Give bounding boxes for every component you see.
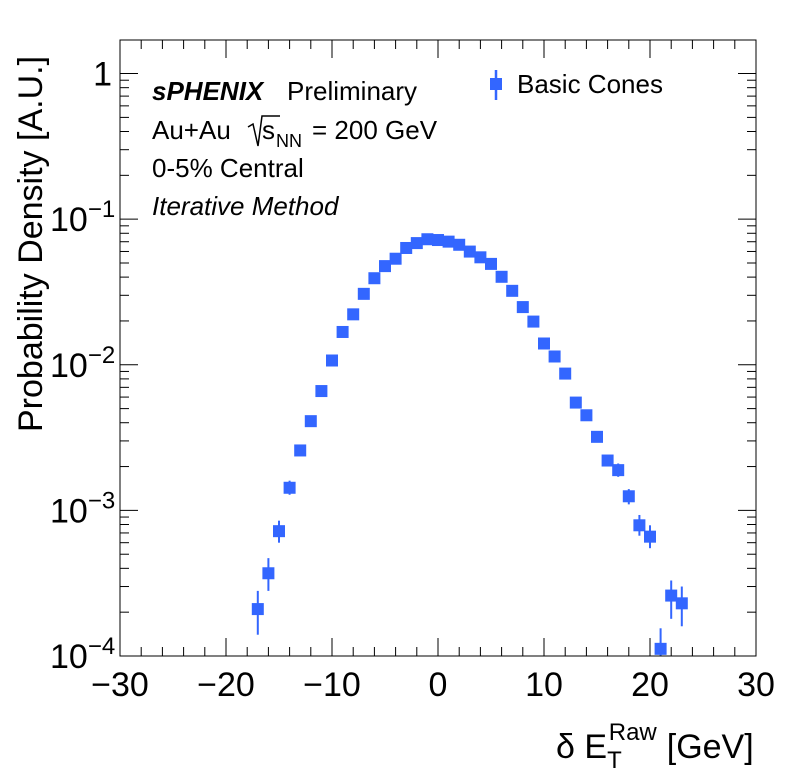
- plot-frame: [119, 39, 757, 657]
- data-point: [485, 257, 497, 270]
- data-point: [654, 642, 667, 655]
- x-tick-label: −10: [303, 666, 361, 704]
- data-point: [432, 234, 444, 247]
- x-tick-label: −20: [197, 666, 255, 704]
- data-point: [463, 245, 476, 258]
- x-axis-title-unit: [GeV]: [667, 728, 754, 766]
- legend-marker: [490, 78, 502, 90]
- x-axis-title-sup: Raw: [609, 719, 658, 746]
- y-tick-label: 10−2: [50, 342, 115, 385]
- data-point: [569, 396, 582, 409]
- sqrt-sign: [247, 115, 280, 147]
- data-point: [357, 287, 370, 300]
- x-tick-labels: −30 −20 −10 0 10 20 30: [91, 666, 775, 704]
- data-point: [251, 603, 264, 616]
- x-tick-label: 20: [631, 666, 669, 704]
- data-point: [622, 490, 635, 503]
- data-point: [294, 444, 307, 457]
- data-point: [389, 252, 402, 265]
- data-point: [675, 597, 688, 610]
- x-tick-label: −30: [91, 666, 149, 704]
- status-label: Preliminary: [287, 76, 417, 106]
- energy-sub-text: NN: [276, 131, 302, 151]
- y-tick-label: 1: [93, 56, 112, 94]
- x-tick-label: 0: [429, 666, 448, 704]
- centrality-label: 0-5% Central: [152, 153, 304, 183]
- data-point: [347, 308, 360, 321]
- data-point: [644, 530, 656, 543]
- data-point: [633, 519, 646, 532]
- data-point: [283, 481, 296, 494]
- data-point: [495, 270, 508, 283]
- system-text: Au+Au: [152, 115, 231, 145]
- legend-label: Basic Cones: [517, 69, 663, 99]
- x-axis-title: δ ETRaw [GeV]: [556, 719, 754, 772]
- data-point: [506, 284, 519, 297]
- data-point: [410, 237, 423, 250]
- data-point: [273, 525, 285, 538]
- data-point: [559, 367, 572, 380]
- x-axis-title-sub: T: [607, 747, 622, 772]
- energy-value-text: = 200 GeV: [312, 115, 438, 145]
- data-point: [538, 337, 550, 350]
- experiment-label: sPHENIX: [152, 76, 265, 106]
- data-point: [453, 238, 466, 251]
- data-point: [336, 325, 349, 338]
- collision-system-label: Au+Au s NN = 200 GeV: [152, 115, 438, 151]
- method-label: Iterative Method: [152, 191, 340, 221]
- y-tick-labels: 1 10−1 10−2 10−3 10−4: [50, 56, 115, 676]
- data-point: [368, 272, 381, 285]
- data-point: [442, 235, 455, 248]
- data-point: [262, 567, 275, 580]
- data-point: [474, 251, 487, 264]
- data-point: [591, 430, 603, 443]
- y-tick-label: 10−1: [50, 196, 115, 239]
- data-point: [601, 454, 614, 467]
- data-point: [379, 260, 391, 273]
- y-tick-label: 10−3: [50, 487, 115, 530]
- x-tick-label: 30: [737, 666, 775, 704]
- data-point: [421, 233, 434, 246]
- data-point: [527, 315, 540, 328]
- data-point: [304, 415, 317, 428]
- data-point: [315, 385, 328, 398]
- data-point: [665, 589, 678, 602]
- y-tick-label: 10−4: [50, 633, 115, 676]
- x-axis-title-prefix: δ E: [556, 728, 607, 766]
- data-point: [400, 241, 413, 254]
- data-point: [326, 354, 338, 367]
- data-point: [580, 409, 593, 422]
- data-point: [548, 350, 561, 363]
- x-tick-label: 10: [525, 666, 563, 704]
- y-axis-title: Probability Density [A.U.]: [12, 56, 50, 432]
- data-point: [612, 464, 625, 477]
- data-point: [516, 301, 529, 314]
- energy-sqrt-text: s: [262, 115, 275, 145]
- data-points: [251, 233, 688, 656]
- legend: Basic Cones: [490, 69, 663, 100]
